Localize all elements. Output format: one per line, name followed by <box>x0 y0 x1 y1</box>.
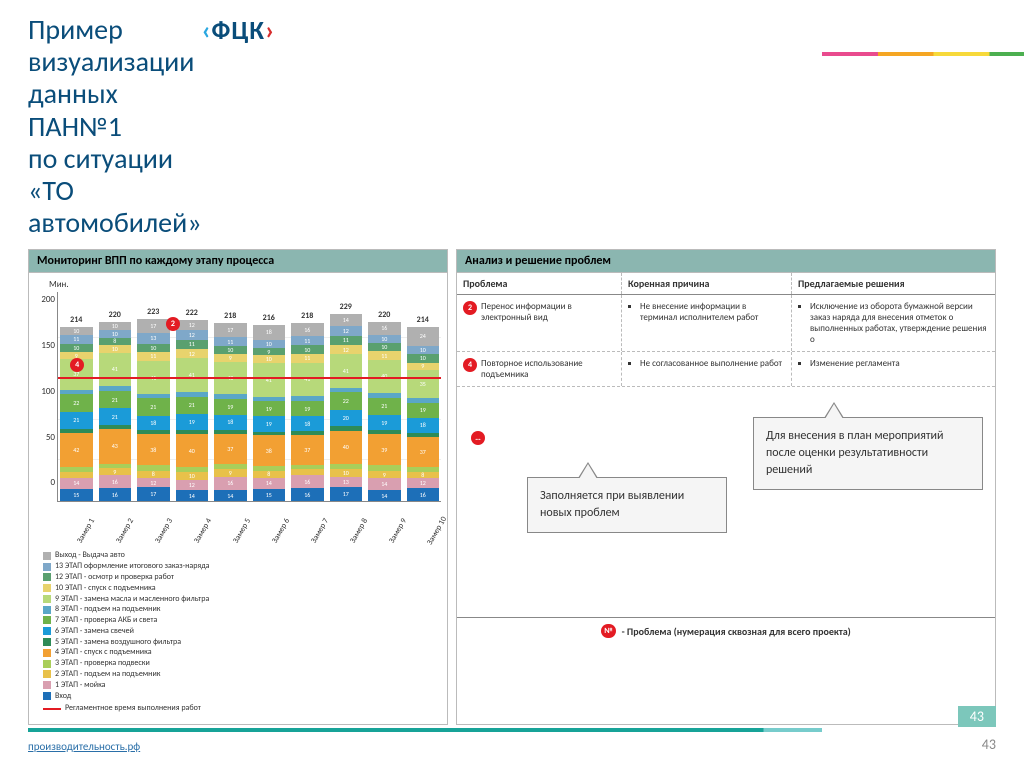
bar-2: 22016169432121411081010 <box>99 322 132 502</box>
footer-link[interactable]: производительность.рф <box>28 740 140 753</box>
legend-item: 13 ЭТАП оформление итогового заказ-наряд… <box>43 561 435 572</box>
bar-4: 2221412104019214112111212 <box>176 320 209 501</box>
legend-item: Вход <box>43 691 435 702</box>
callout-fill-on-new: Заполняется при выявлении новых проблем <box>527 477 727 533</box>
page-badge: 43 <box>958 706 996 727</box>
chart-marker-4: 4 <box>70 358 84 372</box>
legend-item: 1 ЭТАП - мойка <box>43 680 435 691</box>
key-badge: № <box>601 624 615 638</box>
bar-3: 223171283818214111101317 <box>137 319 170 501</box>
logo-underline <box>822 52 1024 56</box>
problem-badge: 4 <box>463 358 477 372</box>
legend-item: 2 ЭТАП - подъем на подъемник <box>43 669 435 680</box>
bar-5: 21814169371819409101117 <box>214 323 247 501</box>
legend-reference-line: Регламентное время выполнения работ <box>43 703 435 714</box>
slide-title: Пример визуализации данных ПАН№1 по ситу… <box>28 14 202 239</box>
legend-item: 8 ЭТАП - подъем на подъемник <box>43 604 435 615</box>
panel-monitoring: Мониторинг ВПП по каждому этапу процесса… <box>28 249 448 725</box>
bar-7: 21816163718194111101116 <box>291 323 324 501</box>
chart-legend: Выход - Выдача авто13 ЭТАП оформление ит… <box>35 524 441 720</box>
x-axis-labels: Замер 1Замер 2Замер 3Замер 4Замер 5Замер… <box>57 502 441 524</box>
legend-item: 4 ЭТАП - спуск с подъемника <box>43 647 435 658</box>
panel-monitoring-header: Мониторинг ВПП по каждому этапу процесса <box>29 250 447 273</box>
y-axis-unit: Мин. <box>49 279 441 290</box>
legend-item: 12 ЭТАП - осмотр и проверка работ <box>43 572 435 583</box>
problem-row: 2Перенос информации в электронный видНе … <box>457 295 995 352</box>
panel-analysis: Анализ и решение проблем Проблема Коренн… <box>456 249 996 725</box>
stacked-bar-chart: 2141514422122379101110220161694321214110… <box>57 292 441 502</box>
callout-add-to-plan: Для внесения в план мероприятий после оц… <box>753 417 983 489</box>
footer-divider <box>28 728 996 732</box>
problem-row: 4Повторное использование подъемникаНе со… <box>457 352 995 387</box>
problem-badge: 2 <box>463 301 477 315</box>
analysis-columns-header: Проблема Коренная причина Предлагаемые р… <box>457 273 995 295</box>
legend-item: 5 ЭТАП - замена воздушного фильтра <box>43 637 435 648</box>
panel-analysis-header: Анализ и решение проблем <box>457 250 995 273</box>
legend-item: Выход - Выдача авто <box>43 550 435 561</box>
legend-item: 3 ЭТАП - проверка подвески <box>43 658 435 669</box>
bar-1: 2141514422122379101110 <box>60 327 93 502</box>
bar-10: 21416128371819359101024 <box>407 327 440 502</box>
y-axis: 200150100500 <box>35 292 57 502</box>
chart-marker-2: 2 <box>166 317 180 331</box>
logo: ‹ФЦК› <box>202 14 1024 46</box>
problem-badge-empty: … <box>471 431 485 445</box>
bar-9: 220141493919214011101016 <box>368 322 401 502</box>
bar-8: 2291713104020224112111214 <box>330 314 363 501</box>
legend-item: 7 ЭТАП - проверка АКБ и света <box>43 615 435 626</box>
legend-item: 9 ЭТАП - замена масла и масленного фильт… <box>43 594 435 605</box>
bar-6: 21615148381919411091018 <box>253 325 286 501</box>
page-number: 43 <box>982 736 996 753</box>
legend-item: 6 ЭТАП - замена свечей <box>43 626 435 637</box>
legend-item: 10 ЭТАП - спуск с подъемника <box>43 583 435 594</box>
problem-numbering-key: № - Проблема (нумерация сквозная для все… <box>457 617 995 644</box>
